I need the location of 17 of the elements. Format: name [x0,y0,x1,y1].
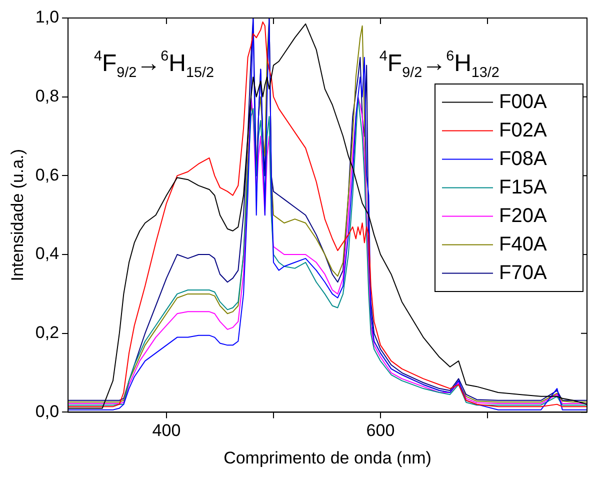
x-tick-label: 600 [366,421,395,440]
legend-label: F08A [499,148,548,170]
legend-label: F02A [499,119,548,142]
y-tick-label: 1,0 [35,8,60,27]
y-tick-label: 0,8 [35,86,60,106]
legend-label: F70A [499,262,548,284]
x-tick-label: 400 [152,421,181,440]
legend-label: F00A [499,90,548,113]
x-axis-title: Comprimento de onda (nm) [224,448,432,468]
legend-label: F40A [499,233,548,256]
y-axis-title: Intensidade (u.a.) [8,148,27,282]
legend-label: F15A [499,176,548,198]
y-tick-label: 0,4 [35,244,60,264]
y-tick-label: 0,6 [35,165,60,184]
y-tick-label: 0,2 [35,323,60,342]
y-tick-label: 0,0 [35,402,60,421]
legend-label: F20A [499,204,548,227]
